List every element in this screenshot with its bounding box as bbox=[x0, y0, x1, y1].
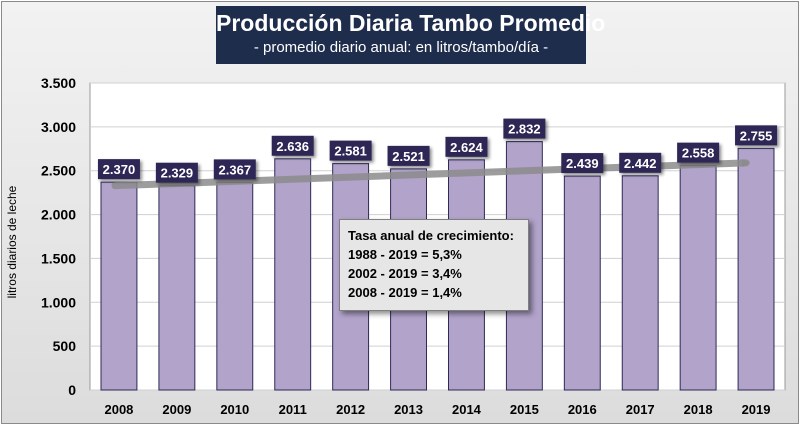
value-label: 2.329 bbox=[155, 162, 198, 183]
value-label-text: 2.624 bbox=[450, 140, 483, 155]
value-labels: 2.370 2.329 2.367 2.636 2.581 2.521 2.624 2.832… bbox=[97, 118, 778, 183]
value-label: 2.624 bbox=[445, 136, 488, 157]
value-label: 2.755 bbox=[735, 125, 778, 146]
value-label-bg bbox=[503, 118, 546, 139]
value-label-text: 2.439 bbox=[566, 156, 599, 171]
annotation-heading: Tasa anual de crecimiento: bbox=[348, 228, 514, 243]
bar bbox=[100, 181, 138, 391]
y-tick-label: 2.000 bbox=[41, 207, 76, 223]
chart-title: Producción Diaria Tambo Promedio bbox=[216, 10, 606, 36]
value-label-text: 2.367 bbox=[219, 162, 252, 177]
value-label-bg bbox=[677, 142, 720, 163]
x-tick-label: 2008 bbox=[104, 402, 133, 417]
value-label-text: 2.581 bbox=[334, 144, 367, 159]
value-label: 2.521 bbox=[387, 145, 430, 166]
y-tick-label: 2.500 bbox=[41, 163, 76, 179]
y-tick-label: 3.000 bbox=[41, 119, 76, 135]
x-tick-label: 2009 bbox=[162, 402, 191, 417]
bar bbox=[563, 175, 601, 391]
y-tick-label: 1.000 bbox=[41, 294, 76, 310]
value-label-text: 2.636 bbox=[276, 139, 309, 154]
y-axis-ticks: 0 500 1.000 1.500 2.000 2.500 3.000 3.500 bbox=[41, 75, 76, 398]
x-tick-label: 2018 bbox=[684, 402, 713, 417]
value-label-text: 2.832 bbox=[508, 122, 541, 137]
value-label-bg bbox=[155, 162, 198, 183]
value-label: 2.367 bbox=[213, 159, 256, 180]
y-axis-label: litros diarios de leche bbox=[2, 186, 22, 299]
bar bbox=[621, 175, 659, 391]
value-label-text: 2.558 bbox=[682, 146, 715, 161]
value-label: 2.636 bbox=[271, 135, 314, 156]
bar bbox=[737, 147, 775, 391]
y-tick-label: 1.500 bbox=[41, 250, 76, 266]
bar bbox=[679, 165, 717, 391]
bar bbox=[274, 158, 312, 391]
x-tick-label: 2013 bbox=[394, 402, 423, 417]
value-label-bg bbox=[735, 125, 778, 146]
annotation-line: 2002 - 2019 = 3,4% bbox=[348, 266, 462, 281]
x-tick-label: 2012 bbox=[336, 402, 365, 417]
x-tick-label: 2019 bbox=[742, 402, 771, 417]
x-axis-ticks: 2008 2009 2010 2011 2012 2013 2014 2015 2016 2017… bbox=[104, 402, 770, 417]
value-label: 2.439 bbox=[561, 153, 604, 174]
x-tick-label: 2017 bbox=[626, 402, 655, 417]
value-label: 2.581 bbox=[329, 140, 372, 161]
y-tick-label: 3.500 bbox=[41, 75, 76, 91]
value-label-text: 2.755 bbox=[740, 128, 773, 143]
bar bbox=[158, 185, 196, 391]
annotation-line: 2008 - 2019 = 1,4% bbox=[348, 285, 462, 300]
title-box: Producción Diaria Tambo Promedio - prome… bbox=[216, 6, 606, 64]
value-label-bg bbox=[619, 152, 662, 173]
value-label-text: 2.370 bbox=[103, 162, 136, 177]
x-tick-label: 2015 bbox=[510, 402, 539, 417]
value-label-bg bbox=[213, 159, 256, 180]
y-tick-label: 500 bbox=[53, 338, 77, 354]
value-label-bg bbox=[445, 136, 488, 157]
x-tick-label: 2016 bbox=[568, 402, 597, 417]
value-label: 2.442 bbox=[619, 152, 662, 173]
value-label-bg bbox=[97, 159, 140, 180]
bar bbox=[216, 181, 254, 391]
value-label: 2.558 bbox=[677, 142, 720, 163]
value-label-bg bbox=[561, 153, 604, 174]
value-label-bg bbox=[387, 145, 430, 166]
value-label-bg bbox=[329, 140, 372, 161]
value-label: 2.832 bbox=[503, 118, 546, 139]
x-tick-label: 2011 bbox=[279, 402, 307, 417]
value-label-text: 2.442 bbox=[624, 156, 657, 171]
y-axis-label-text: litros diarios de leche bbox=[5, 185, 19, 299]
value-label-bg bbox=[271, 135, 314, 156]
value-label-text: 2.329 bbox=[161, 166, 194, 181]
annotation-line: 1988 - 2019 = 5,3% bbox=[348, 247, 462, 262]
y-tick-label: 0 bbox=[68, 382, 76, 398]
x-tick-label: 2010 bbox=[220, 402, 249, 417]
chart-subtitle: - promedio diario anual: en litros/tambo… bbox=[253, 39, 549, 56]
growth-rate-annotation: Tasa anual de crecimiento: 1988 - 2019 =… bbox=[339, 219, 529, 311]
value-label-text: 2.521 bbox=[392, 149, 425, 164]
x-tick-label: 2014 bbox=[452, 402, 482, 417]
value-label: 2.370 bbox=[97, 159, 140, 180]
bars bbox=[100, 141, 775, 391]
